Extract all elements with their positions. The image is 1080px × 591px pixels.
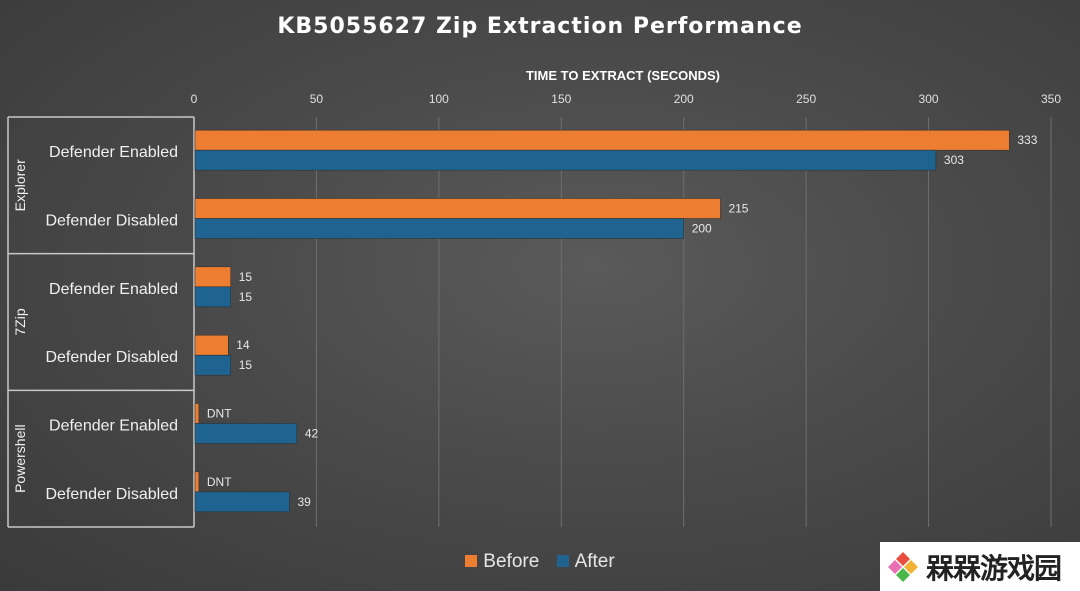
legend-item-before: Before [465, 551, 539, 573]
data-label-before: DNT [207, 475, 232, 489]
x-tick-label-200: 200 [674, 92, 694, 106]
bar-before [194, 334, 229, 356]
data-label-after: 15 [239, 290, 253, 304]
x-axis-title: TIME TO EXTRACT (SECONDS) [525, 68, 721, 83]
data-label-before: 215 [728, 202, 748, 216]
bar-before [194, 471, 200, 493]
category-labels: Explorer Defender Enabled 333 303 Defender D… [12, 133, 1038, 509]
category-label: Defender Disabled [45, 349, 178, 366]
data-label-after: 42 [305, 427, 319, 441]
x-tick-label-50: 50 [310, 92, 324, 106]
category-label: Defender Enabled [49, 144, 178, 161]
data-label-before: DNT [207, 407, 232, 421]
data-label-before: 14 [236, 338, 250, 352]
legend-item-after: After [556, 551, 615, 573]
legend-label-after: After [574, 551, 615, 572]
x-tick-label-300: 300 [919, 92, 939, 106]
gridlines [315, 117, 1052, 527]
bar-before [194, 198, 721, 219]
chart-title: KB5055627 Zip Extraction Performance [277, 14, 803, 39]
bar-after [194, 354, 231, 376]
bar-after [194, 149, 937, 171]
bar-before [194, 129, 1010, 151]
x-axis-ticks: 0 50 100 150 200 250 300 350 [191, 92, 1062, 106]
x-tick-label-250: 250 [796, 92, 816, 106]
watermark-text: 槑槑游戏园 [926, 551, 1062, 585]
category-label: Defender Enabled [49, 281, 178, 298]
legend-swatch-after [556, 555, 569, 567]
data-label-after: 15 [239, 358, 253, 372]
x-tick-label-350: 350 [1041, 92, 1061, 106]
bar-after [194, 423, 298, 444]
bar-after [194, 491, 290, 513]
legend: Before After [0, 551, 1080, 573]
data-label-after: 303 [944, 153, 964, 167]
x-tick-label-150: 150 [551, 92, 571, 106]
category-axis-frame [7, 116, 195, 528]
x-tick-label-100: 100 [429, 92, 449, 106]
x-tick-label-0: 0 [191, 92, 198, 106]
category-label: Defender Enabled [49, 418, 178, 435]
category-label: Defender Disabled [45, 213, 178, 230]
bars [194, 129, 1010, 513]
logo-icon [888, 551, 918, 582]
bar-after [194, 286, 231, 308]
group-label-powershell: Powershell [12, 424, 28, 492]
bar-before [194, 266, 231, 288]
data-label-before: 15 [239, 270, 253, 284]
data-label-after: 39 [297, 495, 311, 509]
bar-before [194, 403, 200, 424]
group-label-7zip: 7Zip [12, 308, 28, 335]
data-label-after: 200 [692, 222, 712, 236]
category-label: Defender Disabled [45, 486, 178, 503]
legend-swatch-before [465, 555, 478, 567]
legend-label-before: Before [483, 551, 540, 572]
data-label-before: 333 [1017, 133, 1037, 147]
group-label-explorer: Explorer [12, 159, 28, 211]
bar-after [194, 218, 684, 239]
watermark: 槑槑游戏园 [880, 542, 1080, 591]
